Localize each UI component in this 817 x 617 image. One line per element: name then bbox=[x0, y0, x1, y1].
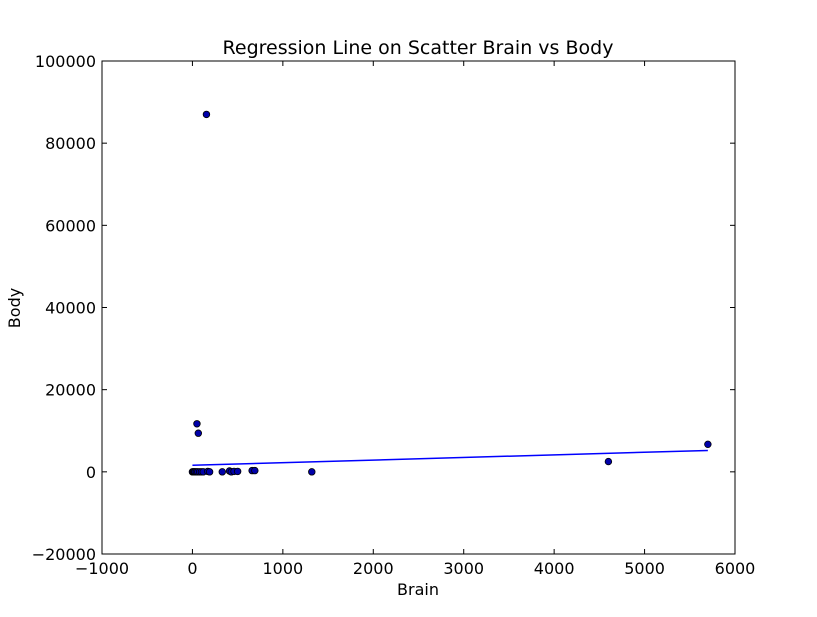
scatter-point bbox=[205, 468, 214, 476]
y-tick-label: 80000 bbox=[45, 134, 96, 153]
scatter-point bbox=[218, 468, 226, 476]
y-tick-label: 40000 bbox=[45, 299, 96, 318]
x-axis-label: Brain bbox=[397, 580, 439, 599]
y-tick-label: 100000 bbox=[35, 52, 96, 71]
x-tick-label: 3000 bbox=[443, 559, 484, 578]
regression-line bbox=[192, 449, 708, 467]
y-tick-label: 60000 bbox=[45, 216, 96, 235]
scatter-point bbox=[604, 457, 613, 466]
scatter-point bbox=[308, 468, 316, 476]
x-tick-label: 5000 bbox=[624, 559, 665, 578]
plot-area bbox=[188, 110, 712, 476]
x-axis-ticks: −1000 0 1000 2000 3000 4000 5000 6000 bbox=[75, 61, 755, 578]
x-tick-label: 0 bbox=[187, 559, 197, 578]
scatter-point bbox=[233, 467, 242, 476]
y-axis-label: Body bbox=[5, 288, 24, 328]
chart-title: Regression Line on Scatter Brain vs Body bbox=[223, 37, 614, 59]
x-tick-label: 2000 bbox=[353, 559, 394, 578]
x-tick-label: 4000 bbox=[534, 559, 575, 578]
plot-frame bbox=[101, 60, 736, 555]
scatter-point bbox=[704, 440, 712, 449]
x-tick-label: −1000 bbox=[75, 559, 129, 578]
x-tick-label: 6000 bbox=[715, 559, 756, 578]
x-tick-label: 1000 bbox=[262, 559, 303, 578]
scatter-point bbox=[202, 110, 211, 119]
y-tick-label: 0 bbox=[86, 463, 96, 482]
scatter-point bbox=[251, 466, 259, 475]
y-tick-label: −20000 bbox=[32, 545, 96, 564]
scatter-point bbox=[193, 420, 201, 428]
y-tick-label: 20000 bbox=[45, 381, 96, 400]
y-axis-ticks: −20000 0 20000 40000 60000 80000 100000 bbox=[32, 52, 735, 564]
scatter-point bbox=[194, 429, 203, 437]
